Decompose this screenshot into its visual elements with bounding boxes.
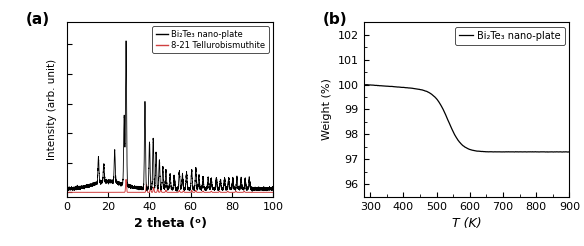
Text: (b): (b) [322,12,347,27]
Y-axis label: Weight (%): Weight (%) [322,78,332,140]
X-axis label: T (K): T (K) [451,217,481,230]
Legend: Bi₂Te₃ nano-plate, 8-21 Tellurobismuthite: Bi₂Te₃ nano-plate, 8-21 Tellurobismuthit… [152,26,269,53]
Text: (a): (a) [26,12,50,27]
Y-axis label: Intensity (arb. unit): Intensity (arb. unit) [47,59,57,160]
X-axis label: 2 theta (ᵒ): 2 theta (ᵒ) [134,217,207,230]
Legend: Bi₂Te₃ nano-plate: Bi₂Te₃ nano-plate [455,27,565,45]
